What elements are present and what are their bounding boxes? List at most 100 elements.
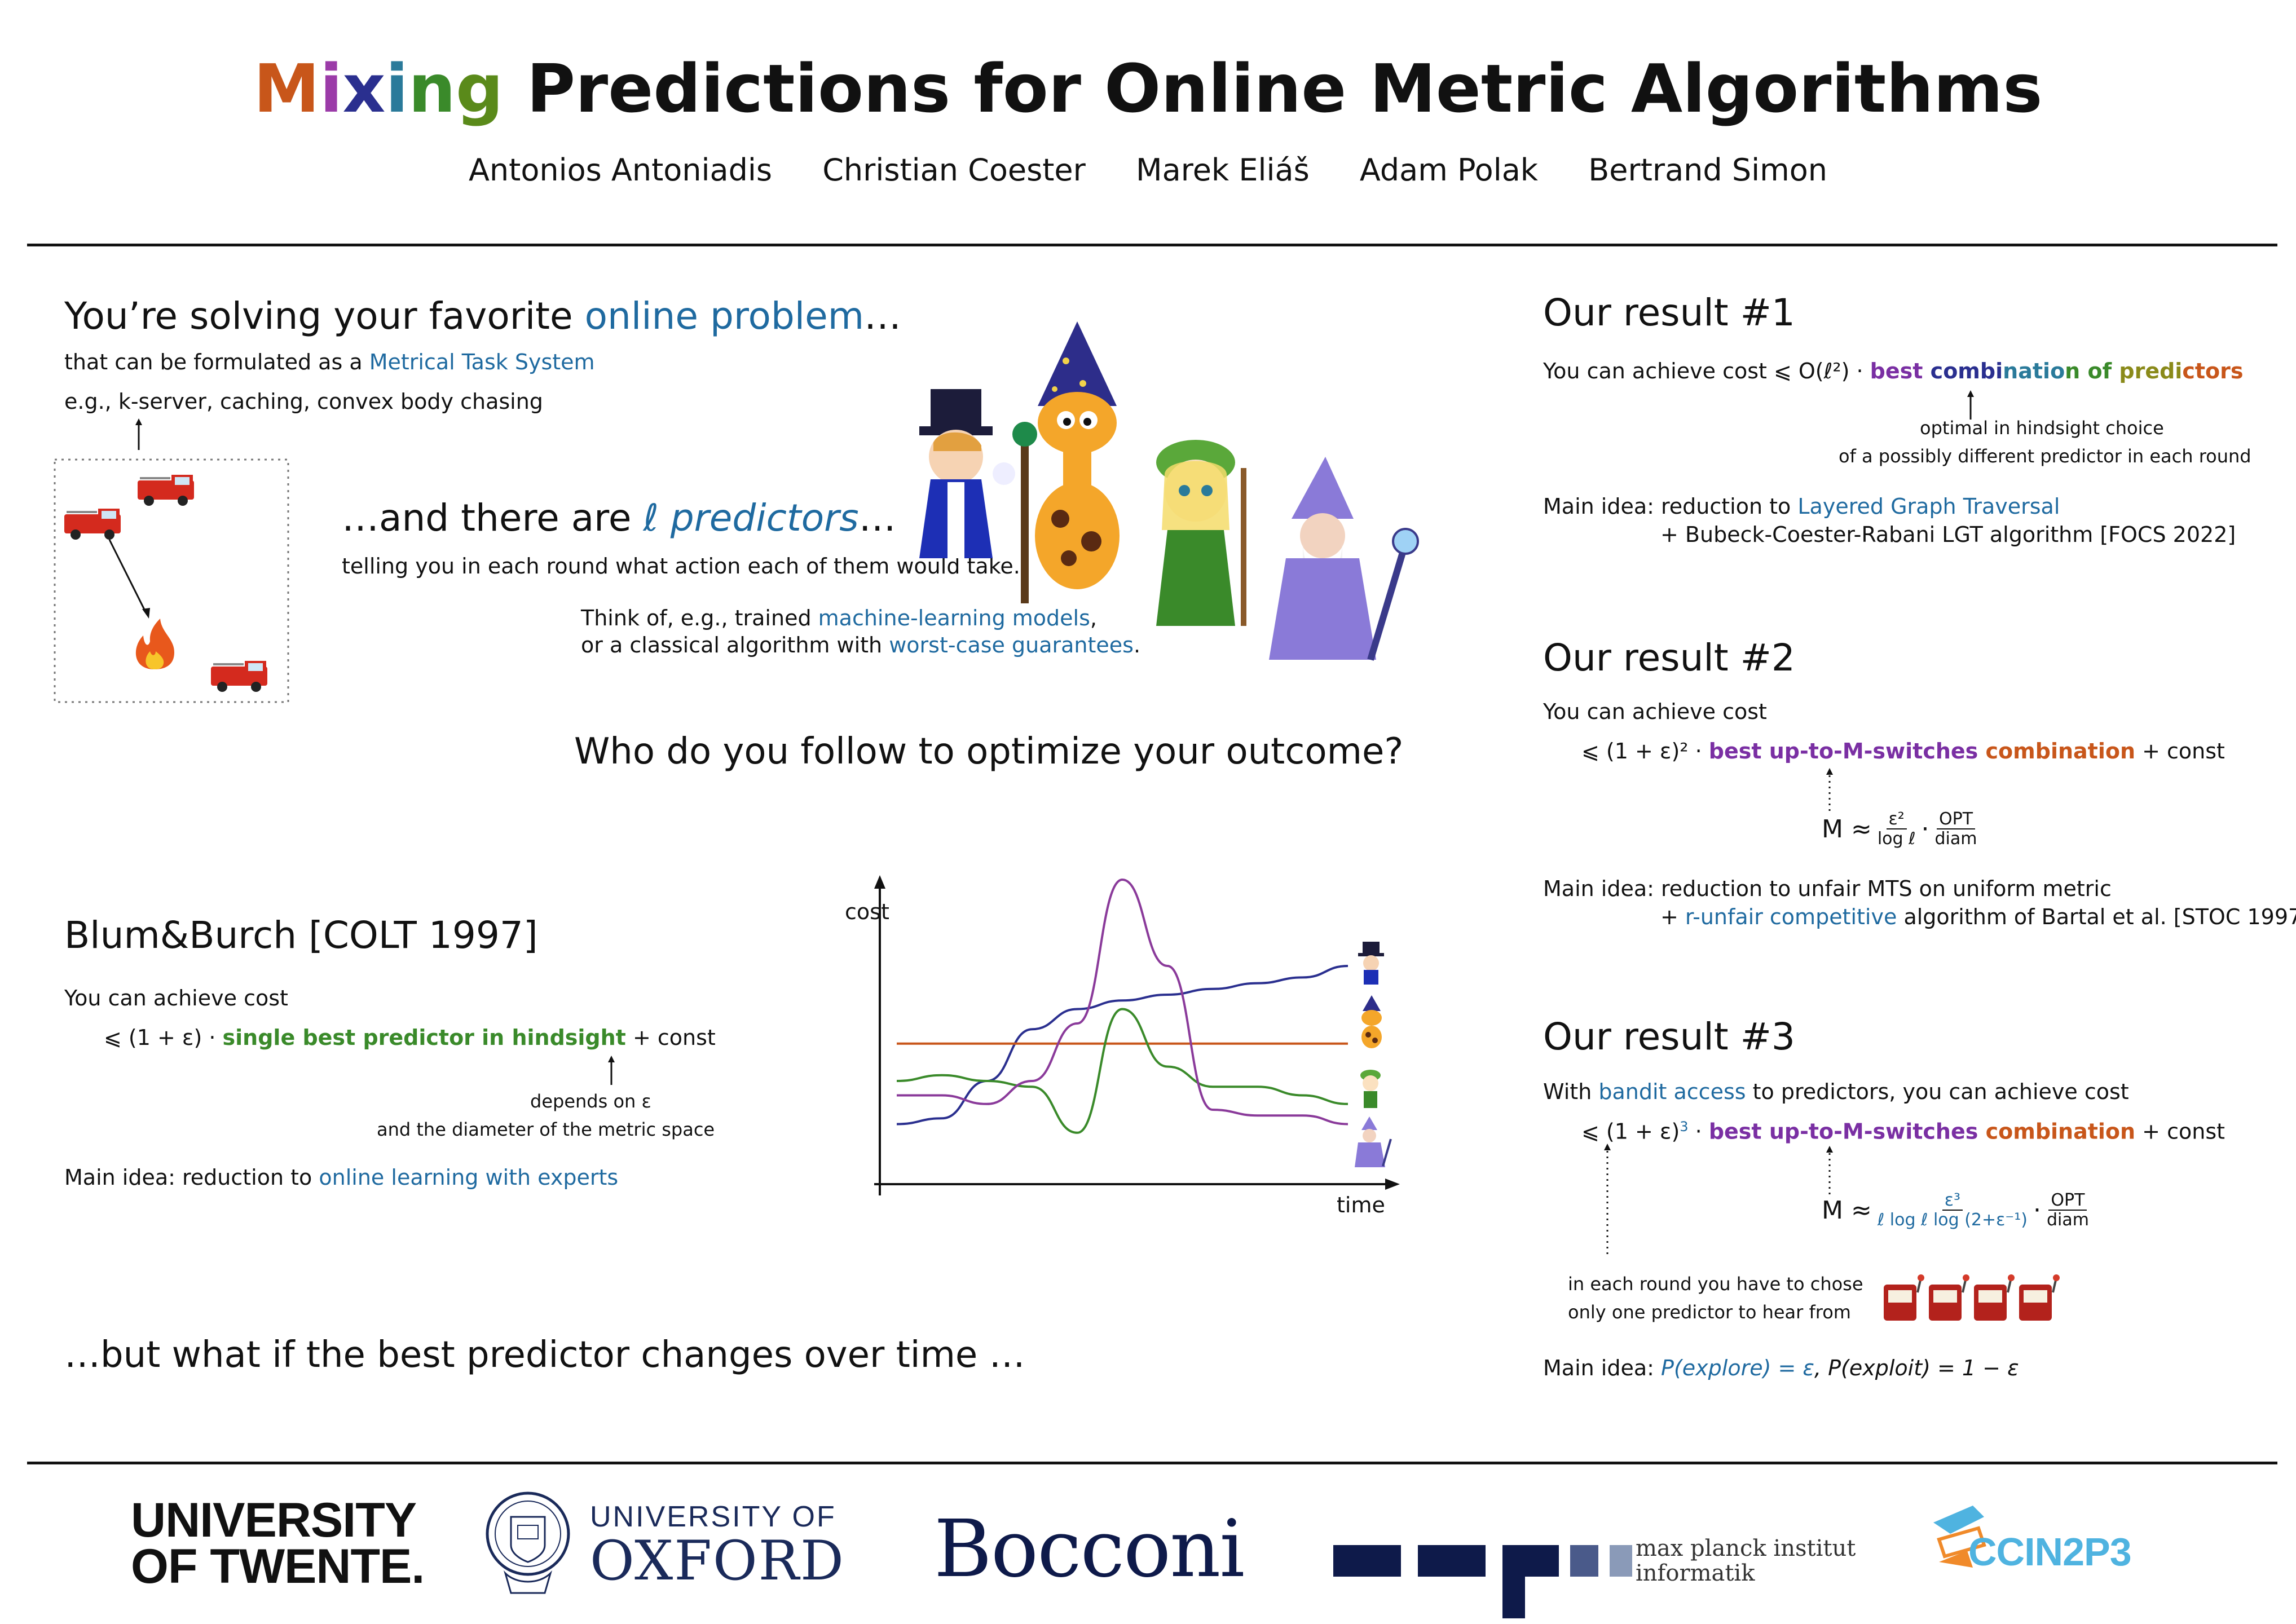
gradient-letter: t	[1912, 359, 1923, 383]
gradient-letter: o	[2205, 359, 2220, 383]
gradient-letter: t	[2194, 359, 2206, 383]
mpi-informatik-logo: max planck institut informatik	[1636, 1535, 1856, 1586]
up-arrow-icon	[1967, 390, 1974, 420]
series-line-3	[897, 878, 1348, 1126]
gradient-letter: n	[2065, 359, 2081, 383]
gradient-letter: b	[1980, 359, 1996, 383]
result1-title: Our result #1	[1543, 291, 1795, 334]
magician-icon	[1358, 942, 1384, 985]
title-letter: i	[319, 50, 343, 127]
predictor-characters-illustration	[919, 321, 1419, 661]
blum-formula: ⩽ (1 + ε) · single best predictor in hin…	[104, 1025, 716, 1050]
slot-machine-icon	[1974, 1274, 2015, 1321]
series-line-2	[896, 1008, 1348, 1134]
gradient-letter: r	[2134, 359, 2145, 383]
university-of-twente-logo: UNIVERSITY OF TWENTE.	[131, 1493, 425, 1594]
y-axis-arrowhead	[874, 875, 885, 889]
result3-note2: only one predictor to hear from	[1568, 1301, 1851, 1323]
result1-note1: optimal in hindsight choice	[1920, 417, 2164, 439]
gradient-letter: m	[1958, 359, 1980, 383]
dotted-arrow-icon	[1604, 1144, 1611, 1254]
elf-icon	[1156, 440, 1246, 626]
mpi-logo-mark	[1333, 1545, 1632, 1618]
up-arrow-icon	[135, 418, 142, 450]
author-list: Antonios Antoniadis Christian Coester Ma…	[0, 152, 2296, 188]
intro-line1: that can be formulated as a Metrical Tas…	[64, 350, 595, 374]
result2-main-idea-2: + r-unfair competitive algorithm of Bart…	[1660, 904, 2296, 929]
gradient-letter: d	[2160, 359, 2175, 383]
ccin2p3-logo-mark	[1933, 1506, 1986, 1568]
blum-line1: You can achieve cost	[64, 986, 288, 1010]
result3-main-idea: Main idea: P(explore) = ε, P(exploit) = …	[1543, 1356, 2019, 1380]
best-combination-text: best combination of predictors	[1870, 359, 2244, 383]
result2-line: You can achieve cost	[1543, 699, 1767, 724]
predictors-subtitle: telling you in each round what action ea…	[342, 554, 1020, 579]
title-mixing: Mixing	[254, 50, 504, 127]
title-letter: n	[408, 50, 456, 127]
gradient-letter: i	[2043, 359, 2051, 383]
poster-title: Mixing Predictions for Online Metric Alg…	[0, 50, 2296, 127]
title-letter: i	[385, 50, 408, 127]
author: Adam Polak	[1359, 152, 1539, 188]
series-line-0	[896, 965, 1348, 1126]
result1-main-idea: Main idea: reduction to Layered Graph Tr…	[1543, 494, 2060, 519]
title-letter: x	[342, 50, 386, 127]
predictors-title: …and there are ℓ predictors…	[342, 496, 896, 540]
gradient-letter: n	[2003, 359, 2019, 383]
result2-main-idea: Main idea: reduction to unfair MTS on un…	[1543, 876, 2112, 901]
slot-machine-icon	[1929, 1274, 1969, 1321]
gradient-letter: o	[1943, 359, 1958, 383]
x-axis-arrowhead	[1385, 1179, 1400, 1190]
magician-icon	[919, 389, 1015, 558]
old-wizard-icon	[1355, 1116, 1392, 1167]
blum-note1: depends on ε	[530, 1091, 651, 1112]
result3-line: With bandit access to predictors, you ca…	[1543, 1079, 2129, 1104]
slot-machine-icon	[1884, 1274, 1924, 1321]
bocconi-logo: Bocconi	[934, 1503, 1245, 1595]
changing-predictor-question: …but what if the best predictor changes …	[64, 1334, 1025, 1376]
gradient-letter: i	[1995, 359, 2003, 383]
title-letter: g	[456, 50, 504, 127]
think-line1: Think of, e.g., trained machine-learning…	[581, 606, 1097, 630]
result2-title: Our result #2	[1543, 636, 1795, 679]
blum-note2: and the diameter of the metric space	[377, 1119, 715, 1140]
author: Bertrand Simon	[1588, 152, 1827, 188]
gradient-letter: f	[2102, 359, 2112, 383]
university-of-oxford-logo: UNIVERSITY OF OXFORD	[590, 1501, 845, 1592]
result3-formula: ⩽ (1 + ε)3 · best up-to-M-switches combi…	[1581, 1119, 2226, 1144]
giraffe-wizard-icon	[1361, 995, 1382, 1048]
intro-line2: e.g., k-server, caching, convex body cha…	[64, 389, 543, 414]
gradient-letter	[1923, 359, 1930, 383]
gradient-letter: p	[2119, 359, 2135, 383]
header-divider	[27, 244, 2277, 246]
fire-truck-icon	[64, 509, 121, 540]
result1-main-idea-2: + Bubeck-Coester-Rabani LGT algorithm [F…	[1660, 522, 2236, 547]
elf-icon	[1360, 1070, 1381, 1108]
author: Antonios Antoniadis	[468, 152, 773, 188]
blum-burch-title: Blum&Burch [COLT 1997]	[64, 914, 538, 957]
result2-m-formula: M ≈ ε² log ℓ · OPT diam	[1822, 809, 1977, 849]
central-question: Who do you follow to optimize your outco…	[574, 731, 1404, 773]
gradient-letter: o	[2050, 359, 2065, 383]
result3-title: Our result #3	[1543, 1015, 1795, 1058]
result3-m-formula: M ≈ ε³ ℓ log ℓ log (2+ε⁻¹) · OPT diam	[1822, 1190, 2089, 1230]
result1-formula: You can achieve cost ⩽ O(ℓ²) · best comb…	[1543, 359, 2244, 383]
title-letter: M	[253, 50, 320, 127]
author: Marek Eliáš	[1136, 152, 1310, 188]
gradient-letter	[2080, 359, 2087, 383]
slot-machine-icon	[2019, 1274, 2060, 1321]
y-axis-label: cost	[845, 899, 889, 924]
gradient-letter: t	[2032, 359, 2043, 383]
title-rest: Predictions for Online Metric Algorithms	[526, 50, 2043, 127]
dotted-arrow-icon	[1826, 768, 1833, 811]
gradient-letter: c	[2182, 359, 2195, 383]
fire-icon	[135, 619, 174, 669]
giraffe-wizard-icon	[1012, 321, 1120, 603]
metrical-task-system-illustration	[54, 458, 289, 703]
gradient-letter: c	[1930, 359, 1944, 383]
cost-over-time-chart: cost time	[845, 875, 1400, 1217]
gradient-letter: o	[2087, 359, 2103, 383]
oxford-crest-icon	[486, 1491, 570, 1594]
old-wizard-icon	[1269, 457, 1419, 661]
gradient-letter	[2112, 359, 2119, 383]
